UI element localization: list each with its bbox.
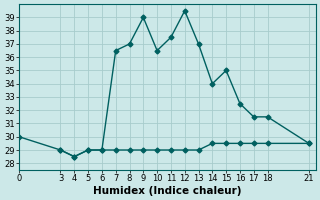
X-axis label: Humidex (Indice chaleur): Humidex (Indice chaleur) — [93, 186, 242, 196]
